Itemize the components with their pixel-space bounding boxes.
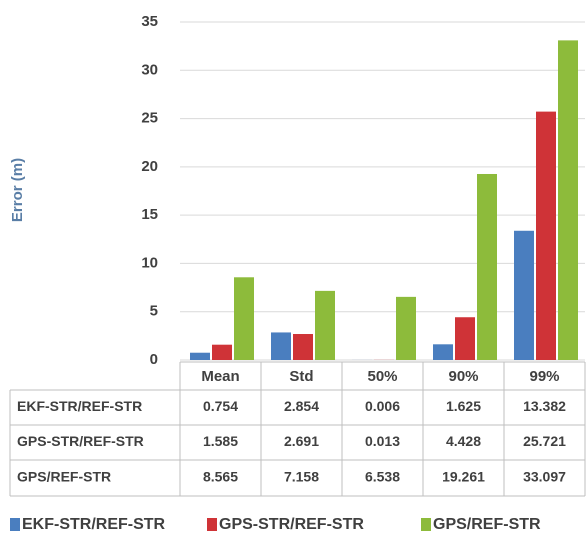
legend-label: EKF-STR/REF-STR	[22, 516, 166, 533]
x-tick-label: 90%	[448, 368, 478, 385]
table-cell: 25.721	[523, 433, 566, 449]
table-cell: 2.691	[284, 433, 319, 449]
y-tick-label: 30	[141, 61, 158, 78]
legend-swatch	[207, 518, 217, 531]
table-cell: 8.565	[203, 469, 238, 485]
bar	[396, 296, 416, 360]
x-tick-label: Mean	[201, 368, 239, 385]
x-tick-label: Std	[289, 368, 313, 385]
x-tick-label: 50%	[367, 368, 397, 385]
bar	[455, 317, 475, 360]
table-cell: 33.097	[523, 469, 566, 485]
table-cell: 0.006	[365, 398, 400, 414]
table-cell: 1.585	[203, 433, 238, 449]
table-cell: 19.261	[442, 469, 485, 485]
table-cell: 1.625	[446, 398, 481, 414]
bar	[514, 230, 534, 360]
table-row-label: GPS/REF-STR	[17, 469, 111, 485]
table-cell: 0.754	[203, 398, 238, 414]
bar	[315, 290, 335, 360]
bar	[190, 352, 210, 360]
y-tick-label: 10	[141, 254, 158, 271]
bar	[234, 277, 254, 360]
legend-swatch	[10, 518, 20, 531]
table-row-label: GPS-STR/REF-STR	[17, 433, 144, 449]
bar	[558, 40, 578, 361]
table-cell: 4.428	[446, 433, 481, 449]
y-axis-title: Error (m)	[9, 158, 26, 222]
table-cell: 7.158	[284, 469, 319, 485]
y-tick-label: 15	[141, 206, 158, 223]
y-tick-label: 25	[141, 110, 158, 127]
legend-label: GPS-STR/REF-STR	[219, 516, 364, 533]
bar	[536, 111, 556, 360]
table-cell: 6.538	[365, 469, 400, 485]
y-tick-label: 35	[141, 13, 158, 30]
y-tick-label: 20	[141, 158, 158, 175]
table-cell: 2.854	[284, 398, 319, 414]
y-tick-label: 0	[150, 351, 158, 368]
y-tick-label: 5	[150, 303, 158, 320]
table-row-label: EKF-STR/REF-STR	[17, 398, 142, 414]
bar	[477, 173, 497, 360]
table-cell: 13.382	[523, 398, 566, 414]
legend-label: GPS/REF-STR	[433, 516, 541, 533]
table-cell: 0.013	[365, 433, 400, 449]
bar	[212, 344, 232, 360]
bar	[433, 344, 453, 360]
bar	[293, 334, 313, 360]
legend-swatch	[421, 518, 431, 531]
x-tick-label: 99%	[529, 368, 559, 385]
bar	[271, 332, 291, 360]
